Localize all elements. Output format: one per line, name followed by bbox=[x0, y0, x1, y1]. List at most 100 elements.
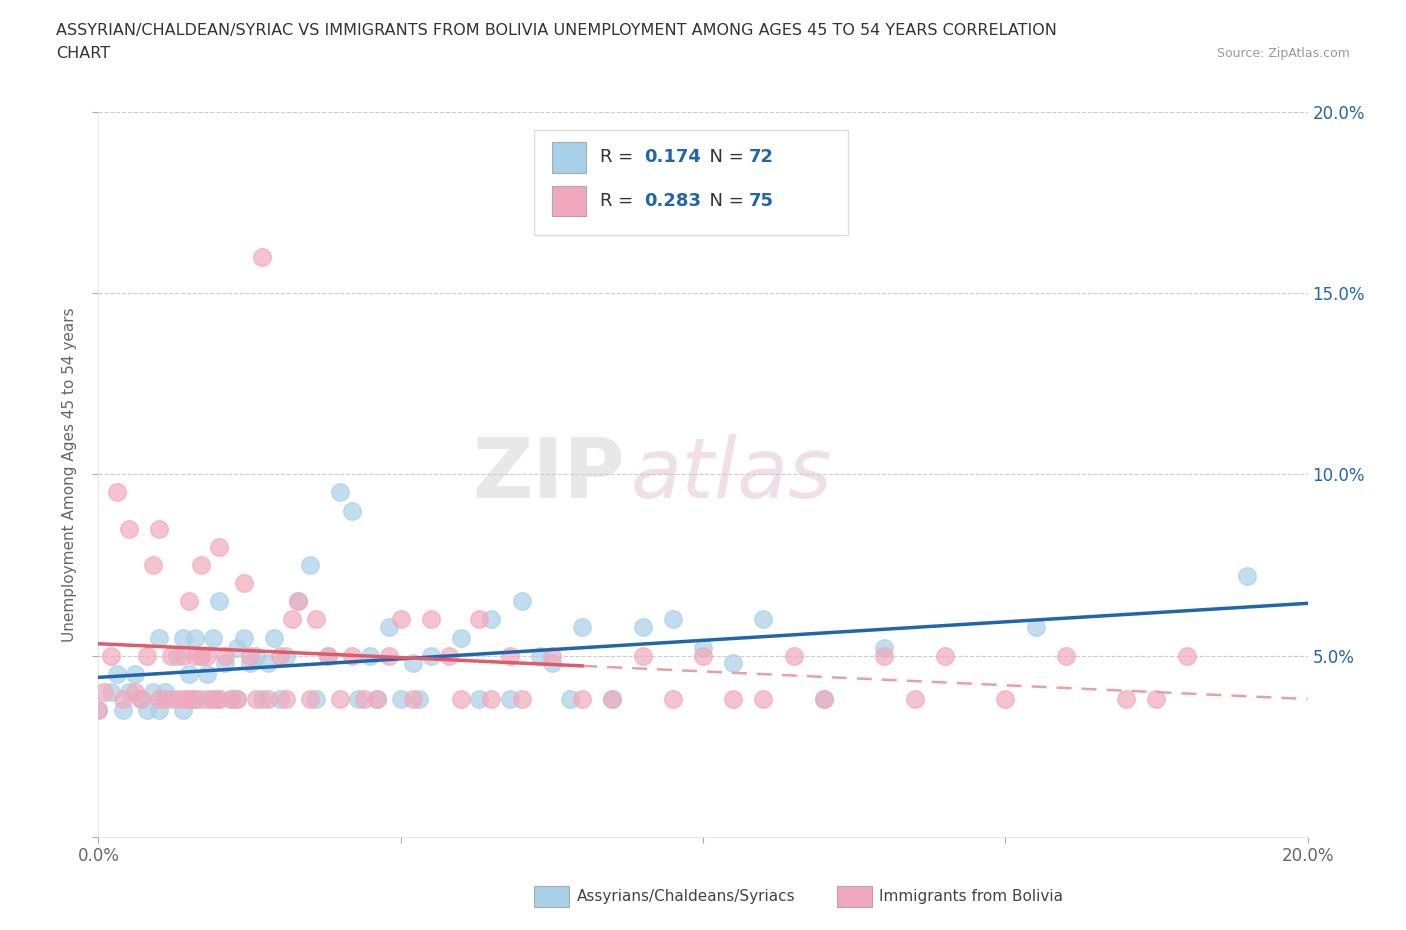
Point bbox=[148, 703, 170, 718]
Point bbox=[250, 692, 273, 707]
Point bbox=[661, 692, 683, 707]
Point bbox=[408, 692, 430, 707]
Point bbox=[214, 648, 236, 663]
Point bbox=[256, 692, 278, 707]
Point bbox=[179, 692, 201, 707]
Text: ASSYRIAN/CHALDEAN/SYRIAC VS IMMIGRANTS FROM BOLIVIA UNEMPLOYMENT AMONG AGES 45 T: ASSYRIAN/CHALDEAN/SYRIAC VS IMMIGRANTS F… bbox=[56, 23, 1057, 38]
Point bbox=[208, 539, 231, 554]
Point bbox=[105, 667, 128, 682]
Point bbox=[468, 692, 491, 707]
Point bbox=[250, 249, 273, 264]
Point bbox=[450, 631, 472, 645]
Point bbox=[661, 612, 683, 627]
Point bbox=[232, 631, 254, 645]
Point bbox=[420, 612, 443, 627]
Point bbox=[245, 692, 267, 707]
Point bbox=[360, 648, 382, 663]
Point bbox=[450, 692, 472, 707]
Point bbox=[366, 692, 388, 707]
Point bbox=[329, 692, 352, 707]
FancyBboxPatch shape bbox=[551, 142, 586, 173]
Point bbox=[481, 612, 503, 627]
Point bbox=[347, 692, 370, 707]
Point bbox=[305, 612, 328, 627]
Text: CHART: CHART bbox=[56, 46, 110, 61]
Point bbox=[366, 692, 388, 707]
Point bbox=[498, 648, 520, 663]
Point bbox=[129, 692, 152, 707]
Point bbox=[190, 648, 212, 663]
Point bbox=[299, 692, 322, 707]
Point bbox=[437, 648, 460, 663]
Point bbox=[904, 692, 927, 707]
Text: R =: R = bbox=[600, 192, 640, 210]
Point bbox=[195, 667, 218, 682]
Point bbox=[263, 631, 285, 645]
Point bbox=[813, 692, 835, 707]
Point bbox=[468, 612, 491, 627]
Point bbox=[153, 684, 176, 699]
Point bbox=[316, 648, 339, 663]
Point bbox=[631, 619, 654, 634]
Point bbox=[190, 692, 212, 707]
Point bbox=[420, 648, 443, 663]
Point bbox=[873, 648, 896, 663]
Point bbox=[269, 692, 291, 707]
Point bbox=[752, 612, 775, 627]
Point bbox=[498, 692, 520, 707]
Point bbox=[202, 692, 225, 707]
Point bbox=[166, 692, 188, 707]
Point bbox=[202, 692, 225, 707]
Point bbox=[221, 692, 243, 707]
Point bbox=[402, 656, 425, 671]
Point bbox=[172, 692, 194, 707]
Text: 72: 72 bbox=[749, 148, 773, 166]
Y-axis label: Unemployment Among Ages 45 to 54 years: Unemployment Among Ages 45 to 54 years bbox=[62, 307, 77, 642]
Point bbox=[287, 594, 309, 609]
Point bbox=[342, 648, 364, 663]
Point bbox=[148, 521, 170, 536]
Point bbox=[172, 703, 194, 718]
Point bbox=[402, 692, 425, 707]
FancyBboxPatch shape bbox=[551, 186, 586, 216]
Point bbox=[571, 619, 593, 634]
Point bbox=[118, 684, 141, 699]
Point bbox=[118, 521, 141, 536]
Point bbox=[813, 692, 835, 707]
Point bbox=[135, 648, 157, 663]
Point bbox=[142, 684, 165, 699]
Point bbox=[692, 648, 714, 663]
Text: Assyrians/Chaldeans/Syriacs: Assyrians/Chaldeans/Syriacs bbox=[576, 889, 794, 904]
Point bbox=[529, 648, 551, 663]
Point bbox=[179, 692, 201, 707]
Point bbox=[184, 631, 207, 645]
Point bbox=[142, 558, 165, 573]
Text: ZIP: ZIP bbox=[472, 433, 624, 515]
Text: Source: ZipAtlas.com: Source: ZipAtlas.com bbox=[1216, 46, 1350, 60]
Point bbox=[148, 631, 170, 645]
Point bbox=[377, 619, 399, 634]
Point bbox=[172, 648, 194, 663]
Point bbox=[353, 692, 375, 707]
Point bbox=[540, 648, 562, 663]
Point bbox=[269, 648, 291, 663]
Point bbox=[540, 656, 562, 671]
Point bbox=[160, 692, 183, 707]
Point bbox=[602, 692, 624, 707]
Point bbox=[558, 692, 581, 707]
Point bbox=[723, 692, 745, 707]
Text: N =: N = bbox=[699, 148, 749, 166]
Point bbox=[631, 648, 654, 663]
Point bbox=[93, 684, 115, 699]
Point bbox=[214, 656, 236, 671]
Text: 0.283: 0.283 bbox=[644, 192, 700, 210]
Point bbox=[723, 656, 745, 671]
Point bbox=[129, 692, 152, 707]
Point bbox=[245, 648, 267, 663]
Point bbox=[160, 648, 183, 663]
Point bbox=[135, 703, 157, 718]
Point bbox=[256, 656, 278, 671]
Text: atlas: atlas bbox=[630, 433, 832, 515]
Point bbox=[226, 641, 249, 656]
Point bbox=[287, 594, 309, 609]
